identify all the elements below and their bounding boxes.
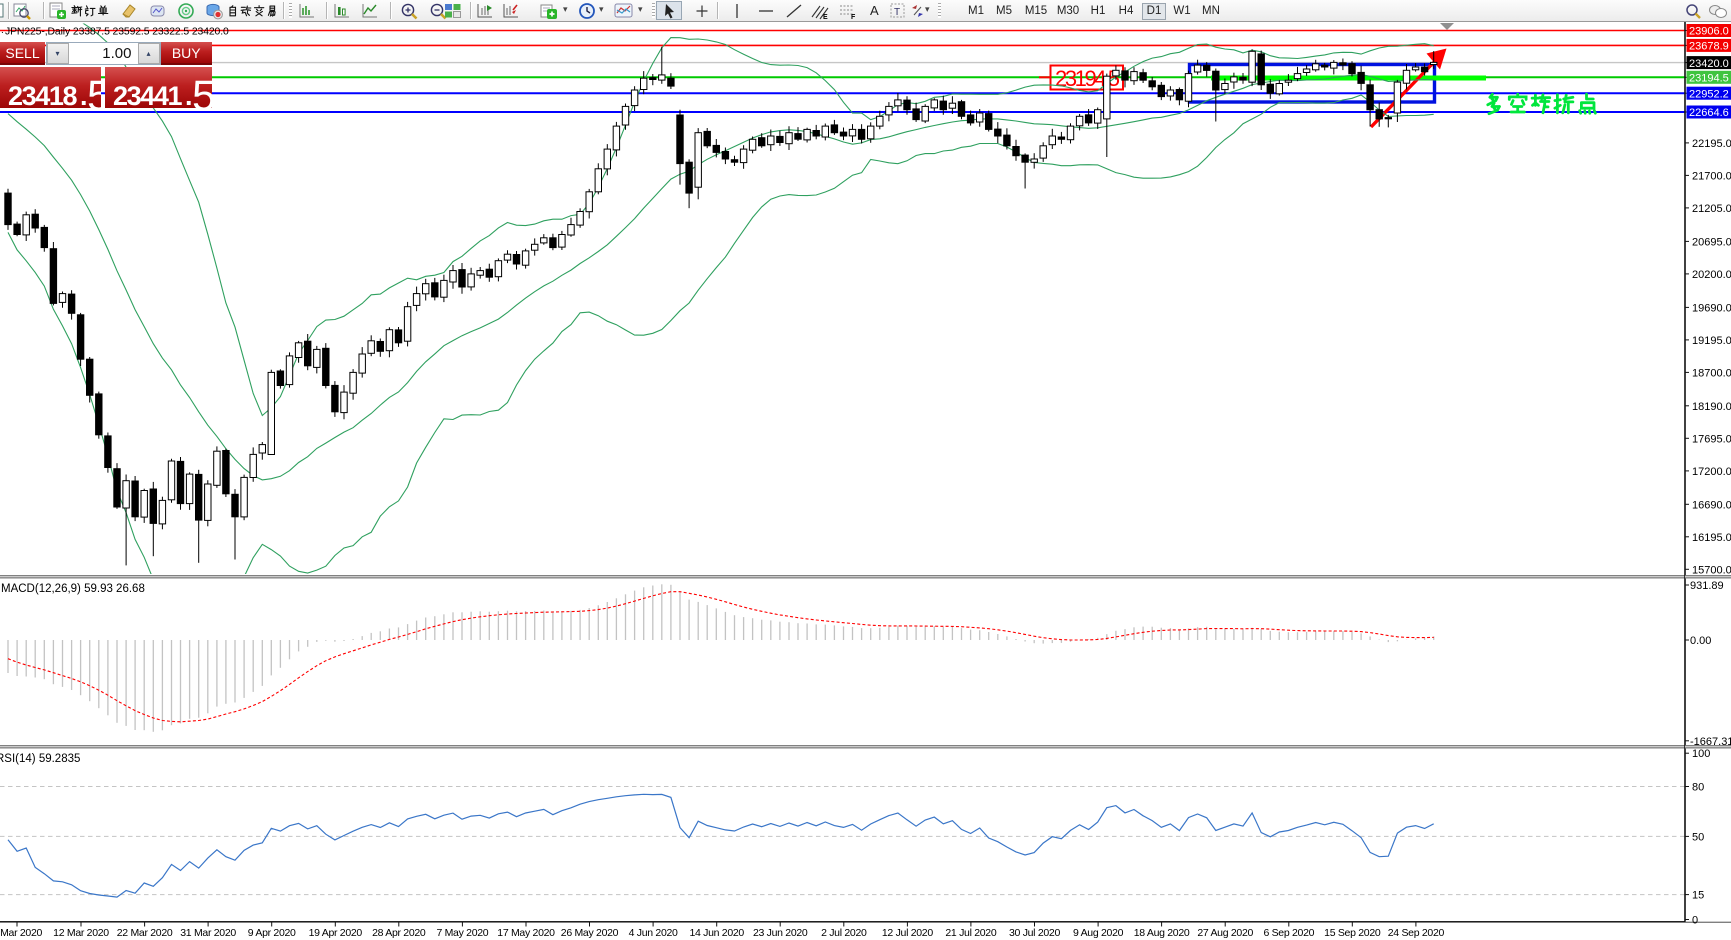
svg-text:15700.0: 15700.0 [1692,564,1731,576]
svg-text:0.00: 0.00 [1690,635,1711,647]
svg-text:JPN225-,Daily 23387.5 23592.5: JPN225-,Daily 23387.5 23592.5 23322.5 23… [5,27,229,38]
svg-text:F: F [851,14,856,20]
svg-text:21205.0: 21205.0 [1692,203,1731,215]
svg-text:12 Jul 2020: 12 Jul 2020 [882,927,933,939]
svg-text:6 Sep 2020: 6 Sep 2020 [1263,927,1314,939]
svg-text:26 May 2020: 26 May 2020 [561,927,619,939]
svg-text:RSI(14) 59.2835: RSI(14) 59.2835 [0,753,80,765]
svg-text:T: T [894,7,900,18]
svg-text:17200.0: 17200.0 [1692,466,1731,478]
svg-text:28 Apr 2020: 28 Apr 2020 [372,927,426,939]
svg-text:22 Mar 2020: 22 Mar 2020 [117,927,173,939]
svg-text:22195.0: 22195.0 [1692,138,1731,150]
svg-text:23194.5: 23194.5 [1689,73,1729,85]
svg-text:19690.0: 19690.0 [1692,302,1731,314]
svg-text:100: 100 [1692,748,1710,760]
svg-text:7 May 2020: 7 May 2020 [436,927,488,939]
svg-text:MACD(12,26,9) 59.93 26.68: MACD(12,26,9) 59.93 26.68 [1,583,145,595]
svg-text:31 Mar 2020: 31 Mar 2020 [180,927,236,939]
svg-text:22952.2: 22952.2 [1689,88,1729,100]
svg-text:E: E [823,14,828,20]
svg-text:27 Aug 2020: 27 Aug 2020 [1197,927,1253,939]
svg-text:23420.0: 23420.0 [1689,58,1729,70]
svg-text:21 Jul 2020: 21 Jul 2020 [945,927,996,939]
svg-text:0: 0 [1692,915,1698,927]
svg-text:23 Jun 2020: 23 Jun 2020 [753,927,808,939]
svg-text:23678.9: 23678.9 [1689,41,1729,53]
svg-text:18700.0: 18700.0 [1692,367,1731,379]
svg-text:9 Apr 2020: 9 Apr 2020 [248,927,296,939]
svg-text:2 Jul 2020: 2 Jul 2020 [821,927,867,939]
svg-text:16690.0: 16690.0 [1692,499,1731,511]
svg-text:24 Sep 2020: 24 Sep 2020 [1388,927,1445,939]
svg-text:30 Jul 2020: 30 Jul 2020 [1009,927,1060,939]
svg-text:23906.0: 23906.0 [1689,26,1729,38]
svg-text:12 Mar 2020: 12 Mar 2020 [53,927,109,939]
svg-text:9 Aug 2020: 9 Aug 2020 [1073,927,1124,939]
svg-text:.: . [1,25,4,36]
svg-text:21700.0: 21700.0 [1692,170,1731,182]
svg-text:16195.0: 16195.0 [1692,532,1731,544]
svg-text:-1667.31: -1667.31 [1690,736,1731,748]
svg-text:931.89: 931.89 [1690,580,1724,592]
svg-text:15 Sep 2020: 15 Sep 2020 [1324,927,1381,939]
svg-text:2 Mar 2020: 2 Mar 2020 [0,927,43,939]
svg-text:22664.6: 22664.6 [1689,107,1729,119]
svg-text:14 Jun 2020: 14 Jun 2020 [689,927,744,939]
svg-text:17695.0: 17695.0 [1692,433,1731,445]
svg-text:20695.0: 20695.0 [1692,236,1731,248]
svg-text:18190.0: 18190.0 [1692,401,1731,413]
svg-text:19195.0: 19195.0 [1692,335,1731,347]
svg-text:17 May 2020: 17 May 2020 [497,927,555,939]
svg-text:50: 50 [1692,831,1704,843]
svg-text:20200.0: 20200.0 [1692,269,1731,281]
svg-text:4 Jun 2020: 4 Jun 2020 [629,927,678,939]
svg-text:18 Aug 2020: 18 Aug 2020 [1134,927,1190,939]
svg-text:80: 80 [1692,782,1704,794]
svg-text:15: 15 [1692,890,1704,902]
svg-text:19 Apr 2020: 19 Apr 2020 [309,927,363,939]
